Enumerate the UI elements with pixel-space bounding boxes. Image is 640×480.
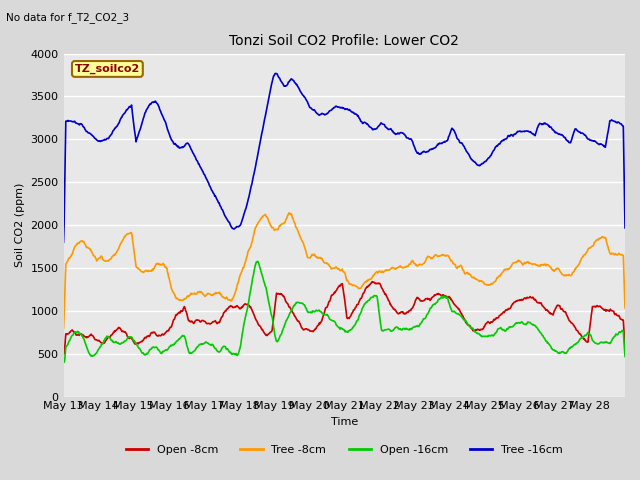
Text: No data for f_T2_CO2_3: No data for f_T2_CO2_3 [6,12,129,23]
X-axis label: Time: Time [331,417,358,427]
Legend: Open -8cm, Tree -8cm, Open -16cm, Tree -16cm: Open -8cm, Tree -8cm, Open -16cm, Tree -… [121,441,568,460]
Y-axis label: Soil CO2 (ppm): Soil CO2 (ppm) [15,183,25,267]
Text: TZ_soilco2: TZ_soilco2 [75,64,140,74]
Title: Tonzi Soil CO2 Profile: Lower CO2: Tonzi Soil CO2 Profile: Lower CO2 [229,34,460,48]
